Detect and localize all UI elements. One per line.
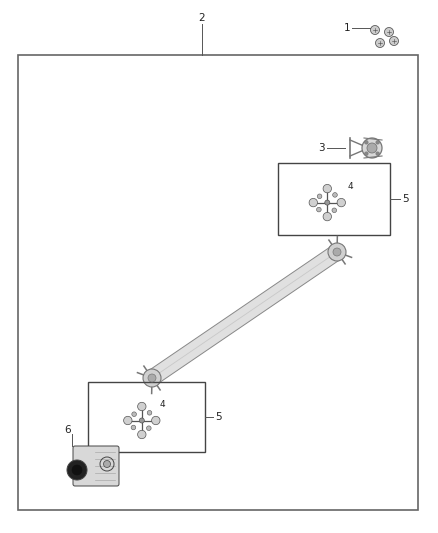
Circle shape <box>148 374 156 382</box>
Circle shape <box>376 152 379 156</box>
Circle shape <box>328 243 346 261</box>
Circle shape <box>376 141 379 144</box>
Circle shape <box>317 194 322 199</box>
Circle shape <box>317 207 321 212</box>
Circle shape <box>138 402 146 411</box>
Text: 5: 5 <box>402 194 409 204</box>
Bar <box>278 163 390 235</box>
FancyBboxPatch shape <box>73 446 119 486</box>
Circle shape <box>143 369 161 387</box>
Circle shape <box>323 212 332 221</box>
Circle shape <box>139 418 145 423</box>
Bar <box>88 382 205 452</box>
Circle shape <box>147 410 152 415</box>
Circle shape <box>146 426 151 431</box>
Circle shape <box>67 460 87 480</box>
Circle shape <box>362 138 382 158</box>
Text: 2: 2 <box>199 13 205 23</box>
Circle shape <box>132 412 136 416</box>
Circle shape <box>124 416 132 425</box>
Circle shape <box>367 143 377 153</box>
Circle shape <box>103 461 110 467</box>
Circle shape <box>333 192 337 197</box>
Circle shape <box>375 38 385 47</box>
Circle shape <box>152 416 160 425</box>
Circle shape <box>337 198 346 207</box>
Circle shape <box>332 208 336 213</box>
Polygon shape <box>148 245 342 385</box>
Circle shape <box>131 425 136 430</box>
Circle shape <box>325 200 330 205</box>
Text: 5: 5 <box>215 412 222 422</box>
Text: 6: 6 <box>65 425 71 435</box>
Circle shape <box>385 28 393 36</box>
Bar <box>18 55 418 510</box>
Circle shape <box>72 465 82 475</box>
Circle shape <box>389 36 399 45</box>
Circle shape <box>371 26 379 35</box>
Circle shape <box>364 152 368 156</box>
Circle shape <box>323 184 332 193</box>
Circle shape <box>364 141 368 144</box>
Circle shape <box>333 248 341 256</box>
Circle shape <box>138 430 146 439</box>
Text: 4: 4 <box>347 182 353 191</box>
Text: 3: 3 <box>318 143 325 153</box>
Text: 4: 4 <box>160 400 166 409</box>
Circle shape <box>309 198 318 207</box>
Text: 1: 1 <box>343 23 350 33</box>
